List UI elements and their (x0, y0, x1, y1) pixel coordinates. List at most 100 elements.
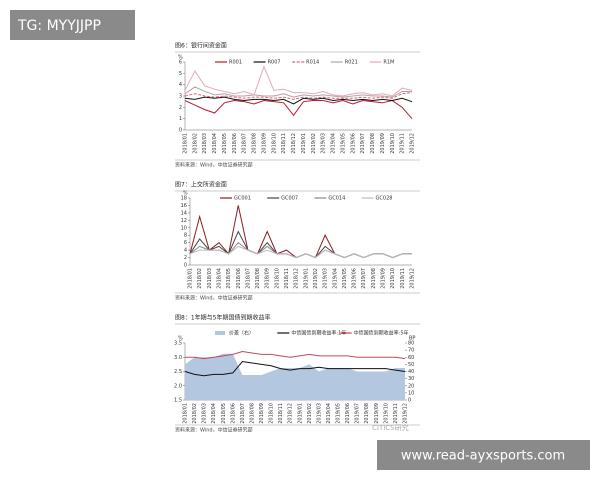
url-text: www.read-ayxsports.com (401, 449, 565, 464)
y2-tick-label: 80 (408, 341, 414, 347)
y-axis-label: % (183, 191, 188, 197)
x-tick-label: 2019/02 (313, 268, 319, 289)
x-tick-label: 2018/06 (236, 268, 242, 289)
x-tick-label: 2019/06 (350, 133, 356, 154)
x-tick-label: 2019/09 (381, 268, 387, 289)
line (184, 99, 413, 119)
chart-title: 图7：上交所资金面 (175, 181, 227, 189)
x-tick-label: 2019/12 (410, 133, 416, 154)
x-tick-label: 2019/06 (352, 268, 358, 289)
line (184, 65, 413, 97)
y-tick-label: 10 (181, 225, 187, 231)
x-tick-label: 2019/05 (340, 133, 346, 154)
x-tick-label: 2019/06 (345, 403, 351, 424)
x-tick-label: 2019/07 (361, 268, 367, 289)
legend-label: R014 (306, 60, 319, 66)
x-tick-label: 2018/04 (212, 133, 218, 154)
x-tick-label: 2018/05 (222, 133, 228, 154)
x-tick-label: 2018/11 (278, 403, 284, 424)
chart-title: 图6：银行间资金面 (175, 42, 227, 50)
x-tick-label: 2018/02 (192, 403, 198, 424)
line (189, 245, 412, 259)
x-tick-label: 2019/08 (371, 268, 377, 289)
legend-label: R1M (383, 60, 394, 66)
x-tick-label: 2019/05 (342, 268, 348, 289)
x-tick-label: 2018/07 (240, 403, 246, 424)
y-tick-label: 3.5 (174, 341, 182, 347)
x-tick-label: 2019/01 (301, 133, 307, 154)
legend-label: 中债国债到期收益率:5年 (354, 330, 409, 337)
x-tick-label: 2019/03 (323, 268, 329, 289)
y-tick-label: 0 (179, 128, 182, 134)
y-tick-label: 8 (184, 233, 187, 239)
x-tick-label: 2019/04 (331, 133, 337, 154)
x-tick-label: 2018/04 (216, 268, 222, 289)
y-tick-label: 2 (184, 255, 187, 261)
watermark: CITICS研究 (372, 423, 409, 432)
x-tick-label: 2019/10 (390, 268, 396, 289)
line (185, 351, 406, 360)
y2-tick-label: 10 (408, 390, 414, 396)
legend-label: R021 (345, 60, 358, 66)
x-tick-label: 2018/05 (226, 268, 232, 289)
x-tick-label: 2019/11 (400, 133, 406, 154)
y-axis-label: % (178, 336, 183, 342)
x-tick-label: 2018/10 (269, 403, 275, 424)
legend-label: 价差（右） (229, 330, 254, 337)
y-tick-label: 12 (181, 218, 187, 224)
x-tick-label: 2019/07 (360, 133, 366, 154)
legend-label: 中债国债到期收益率:1年 (291, 330, 346, 337)
source-note: 资料来源：Wind，中信证券研究部 (175, 427, 253, 434)
x-tick-label: 2019/01 (297, 403, 303, 424)
line (184, 86, 412, 98)
x-tick-label: 2019/07 (355, 403, 361, 424)
y-tick-label: 14 (181, 210, 187, 216)
y2-tick-label: 30 (408, 376, 414, 382)
x-tick-label: 2018/09 (259, 403, 265, 424)
x-tick-label: 2018/02 (197, 268, 203, 289)
line (184, 96, 413, 105)
y-tick-label: 5 (179, 71, 182, 77)
x-tick-label: 2018/01 (183, 403, 189, 424)
line (184, 92, 413, 100)
x-tick-label: 2018/08 (255, 268, 261, 289)
x-tick-label: 2018/07 (245, 268, 251, 289)
y-tick-label: 6 (184, 240, 187, 246)
y2-tick-label: 40 (408, 369, 414, 375)
legend-swatch (215, 331, 225, 335)
x-tick-label: 2019/01 (303, 268, 309, 289)
y-tick-label: 2 (179, 105, 182, 111)
x-tick-label: 2019/12 (410, 268, 416, 289)
x-tick-label: 2018/08 (249, 403, 255, 424)
legend-label: GC001 (234, 196, 251, 202)
y-tick-label: 16 (181, 203, 187, 209)
x-tick-label: 2018/02 (192, 133, 198, 154)
legend-label: R001 (229, 60, 242, 66)
x-tick-label: 2018/05 (221, 403, 227, 424)
x-tick-label: 2018/06 (230, 403, 236, 424)
x-tick-label: 2018/04 (211, 403, 217, 424)
x-tick-label: 2019/10 (390, 133, 396, 154)
x-tick-label: 2019/12 (403, 403, 409, 424)
x-tick-label: 2019/03 (316, 403, 322, 424)
x-tick-label: 2019/05 (336, 403, 342, 424)
x-tick-label: 2018/08 (252, 133, 258, 154)
url-box (377, 440, 590, 470)
x-tick-label: 2019/09 (374, 403, 380, 424)
x-tick-label: 2019/04 (332, 268, 338, 289)
y-tick-label: 1 (179, 116, 182, 122)
y-axis-label: % (178, 55, 183, 61)
x-tick-label: 2018/10 (274, 268, 280, 289)
y-tick-label: 4 (184, 248, 187, 254)
x-tick-label: 2019/04 (326, 403, 332, 424)
y2-tick-label: 70 (408, 348, 414, 354)
x-tick-label: 2018/10 (271, 133, 277, 154)
source-note: 资料来源：Wind，中信证券研究部 (175, 295, 253, 302)
x-tick-label: 2018/11 (281, 133, 287, 154)
y-tick-label: 2.0 (174, 383, 182, 389)
tag-box (10, 10, 135, 40)
x-tick-label: 2018/03 (207, 268, 213, 289)
x-tick-label: 2018/09 (261, 133, 267, 154)
legend-label: R007 (268, 60, 281, 66)
